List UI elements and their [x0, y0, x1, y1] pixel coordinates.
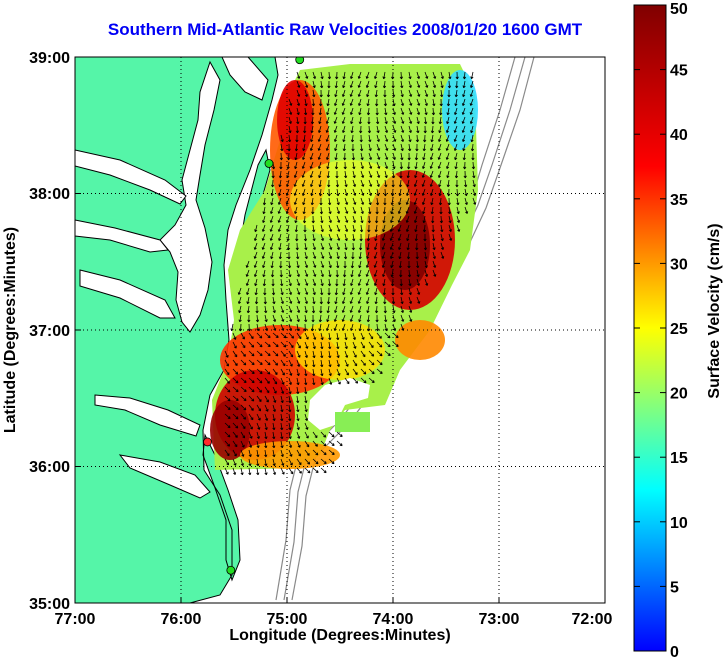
colorbar-tick-label: 35 [670, 192, 688, 209]
y-tick-label: 39:00 [29, 50, 70, 67]
radar-stations [203, 57, 305, 575]
colorbar-tick-label: 0 [670, 644, 679, 659]
x-tick-label: 75:00 [267, 611, 308, 628]
colorbar-tick-label: 50 [670, 1, 688, 18]
x-tick-label: 74:00 [373, 611, 414, 628]
radar-station-marker [295, 57, 305, 65]
y-axis-label: Latitude (Degrees:Minutes) [2, 227, 19, 433]
x-tick-label: 73:00 [479, 611, 520, 628]
velocity-field [210, 64, 478, 476]
radar-station-marker [264, 159, 274, 168]
y-tick-label: 38:00 [29, 186, 70, 203]
colorbar-tick-label: 25 [670, 321, 688, 338]
colorbar-tick-label: 30 [670, 256, 688, 273]
chart-title: Southern Mid-Atlantic Raw Velocities 200… [107, 20, 583, 39]
colorbar-label: Surface Velocity (cm/s) [706, 223, 723, 398]
y-tick-label: 36:00 [29, 459, 70, 476]
colorbar-tick-label: 10 [670, 515, 688, 532]
radar-station-marker [226, 565, 236, 575]
radar-station-marker [203, 437, 212, 447]
x-tick-label: 77:00 [55, 611, 96, 628]
y-tick-label: 35:00 [29, 596, 70, 613]
x-tick-label: 76:00 [161, 611, 202, 628]
x-tick-label: 72:00 [572, 611, 613, 628]
grid-lines [75, 57, 605, 603]
chesapeake-bay [159, 60, 221, 333]
colorbar-tick-label: 15 [670, 450, 688, 467]
x-axis-label: Longitude (Degrees:Minutes) [229, 627, 450, 644]
colorbar-ticks: 0 5 10 15 20 25 30 35 40 45 50 [634, 1, 688, 659]
colorbar-tick-label: 20 [670, 386, 688, 403]
y-tick-label: 37:00 [29, 323, 70, 340]
colorbar-tick-label: 40 [670, 127, 688, 144]
colorbar-tick-label: 5 [670, 579, 679, 596]
colorbar-tick-label: 45 [670, 63, 688, 80]
